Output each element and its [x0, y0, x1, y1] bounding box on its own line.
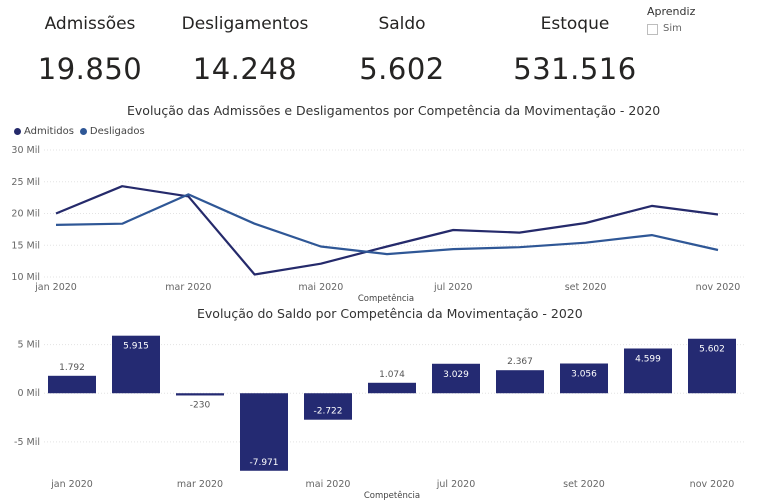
bar-chart-ytick-label: 5 Mil — [17, 340, 40, 351]
kpi-estoque-label: Estoque — [540, 14, 610, 34]
line-chart-xtick-label: set 2020 — [565, 282, 607, 293]
kpi-admissoes-label: Admissões — [44, 14, 136, 34]
line-chart-xtick-label: mai 2020 — [298, 282, 343, 293]
bar-chart-x-axis-label: Competência — [364, 490, 420, 501]
bar-jan-2020 — [48, 375, 96, 394]
aprendiz-sim-label[interactable]: Sim — [663, 23, 682, 34]
bar-fev-2020 — [112, 335, 160, 394]
line-chart: 10 Mil 15 Mil 20 Mil 25 Mil 30 Mil jan 2020 ma… — [11, 145, 745, 304]
bar-data-label: -230 — [190, 400, 211, 410]
bar-nov-2020 — [688, 338, 736, 394]
bar-chart-xtick-label: set 2020 — [563, 479, 605, 490]
legend-dot-desligados — [79, 128, 87, 135]
line-chart-xtick-label: mar 2020 — [165, 282, 211, 293]
bar-mai-2020 — [304, 393, 352, 420]
kpi-desligamentos-value: 14.248 — [192, 52, 298, 86]
bar-data-label: 2.367 — [507, 357, 533, 367]
bar-data-label: 1.074 — [379, 370, 405, 380]
line-chart-xtick-label: nov 2020 — [696, 282, 741, 293]
legend-label-admitidos: Admitidos — [24, 126, 74, 137]
kpi-admissoes-value: 19.850 — [37, 52, 143, 86]
line-chart-ytick-label: 15 Mil — [11, 240, 40, 251]
bar-abr-2020 — [240, 393, 288, 471]
bar-chart-xtick-label: nov 2020 — [690, 479, 735, 490]
line-chart-ytick-label: 25 Mil — [11, 177, 40, 188]
bar-data-label: -7.971 — [249, 458, 278, 468]
bar-jul-2020 — [432, 363, 480, 394]
bar-data-label: 5.915 — [123, 342, 149, 352]
bar-chart-ytick-label: 0 Mil — [17, 388, 40, 399]
bar-jun-2020 — [368, 382, 416, 394]
bar-data-label: 4.599 — [635, 354, 661, 364]
bar-set-2020 — [560, 363, 608, 394]
bar-data-label: 3.056 — [571, 370, 597, 380]
legend-item-admitidos[interactable]: Admitidos — [14, 126, 74, 137]
bar-data-label: -2.722 — [313, 407, 342, 417]
legend-dot-admitidos — [14, 128, 21, 135]
line-chart-ytick-label: 10 Mil — [11, 272, 40, 283]
line-chart-legend: Admitidos Desligados — [14, 126, 145, 137]
line-chart-ytick-label: 20 Mil — [11, 209, 40, 220]
bar-ago-2020 — [496, 370, 544, 394]
line-series-desligados — [55, 193, 719, 256]
bar-chart-xtick-label: mar 2020 — [177, 479, 223, 490]
kpi-saldo-label: Saldo — [378, 14, 426, 34]
line-chart-title: Evolução das Admissões e Desligamentos p… — [127, 103, 661, 118]
kpi-desligamentos-label: Desligamentos — [181, 14, 309, 34]
bar-chart-xtick-label: jul 2020 — [436, 479, 476, 490]
legend-label-desligados: Desligados — [89, 126, 145, 137]
bar-chart-xtick-label: jan 2020 — [50, 479, 93, 490]
line-chart-x-axis-label: Competência — [358, 293, 414, 304]
line-chart-xtick-label: jan 2020 — [34, 282, 77, 293]
legend-item-desligados[interactable]: Desligados — [79, 126, 145, 137]
kpi-estoque-value: 531.516 — [513, 52, 637, 86]
bar-data-label: 5.602 — [699, 345, 725, 355]
bar-mar-2020 — [176, 393, 224, 396]
bar-data-label: 1.792 — [59, 363, 85, 373]
aprendiz-sim-checkbox[interactable] — [647, 24, 658, 35]
bar-data-label: 3.029 — [443, 370, 469, 380]
aprendiz-filter-title: Aprendiz — [647, 5, 696, 18]
bar-chart-xtick-label: mai 2020 — [306, 479, 351, 490]
kpi-saldo-value: 5.602 — [359, 52, 445, 86]
line-series-admitidos — [55, 185, 719, 276]
line-chart-ytick-label: 30 Mil — [11, 145, 40, 156]
line-chart-xtick-label: jul 2020 — [433, 282, 473, 293]
bar-out-2020 — [624, 348, 672, 394]
bar-chart-title: Evolução do Saldo por Competência da Mov… — [197, 306, 583, 321]
bar-chart-ytick-label: -5 Mil — [14, 437, 40, 448]
